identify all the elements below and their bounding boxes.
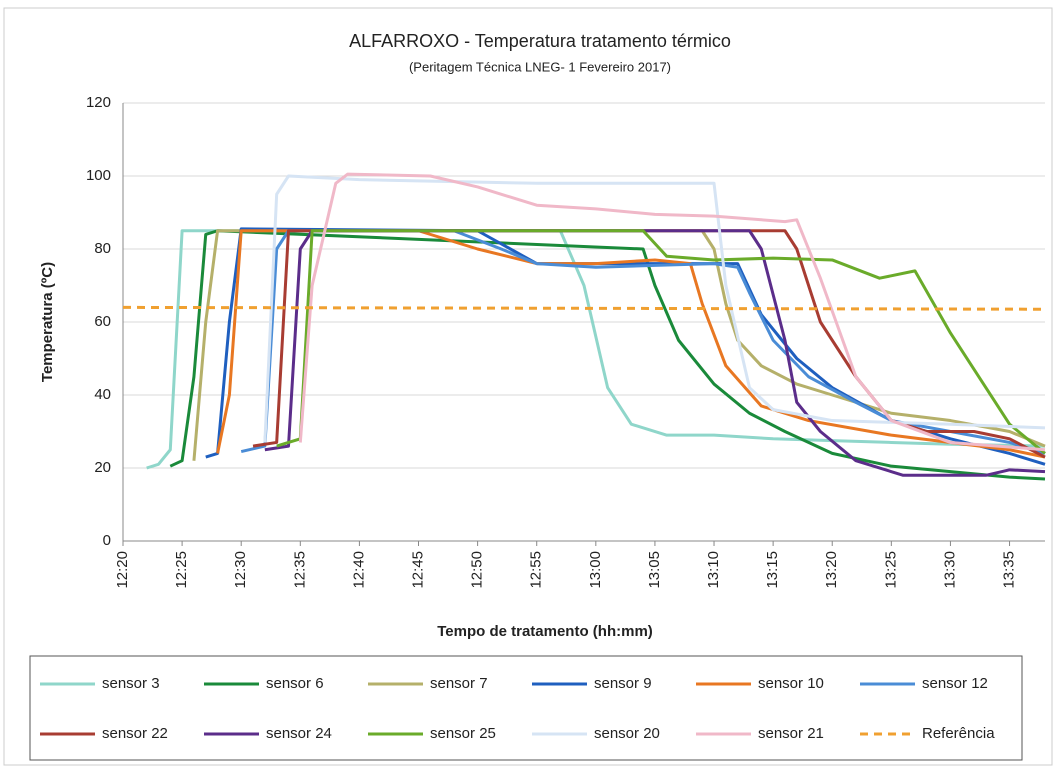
legend-label: sensor 6 <box>266 675 324 692</box>
x-tick-label: 13:25 <box>882 551 899 589</box>
x-tick-label: 13:00 <box>587 551 604 589</box>
x-tick-label: 13:15 <box>764 551 781 589</box>
legend-label: sensor 25 <box>430 725 496 742</box>
series-line <box>252 229 1046 459</box>
x-tick-label: 12:20 <box>114 551 131 589</box>
y-tick-label: 60 <box>94 313 111 330</box>
series-line <box>276 229 1046 455</box>
x-tick-label: 12:30 <box>232 551 249 589</box>
legend-label: sensor 22 <box>102 725 168 742</box>
x-tick-label: 13:05 <box>646 551 663 589</box>
x-tick-label: 13:20 <box>823 551 840 589</box>
series-line <box>264 229 1046 477</box>
x-tick-label: 13:30 <box>941 551 958 589</box>
legend-label: sensor 7 <box>430 675 488 692</box>
series-line <box>146 229 1046 470</box>
legend-label: sensor 12 <box>922 675 988 692</box>
series-line <box>169 229 1046 481</box>
y-tick-label: 120 <box>86 94 111 111</box>
legend-label: Referência <box>922 725 995 742</box>
x-tick-label: 13:35 <box>1001 551 1018 589</box>
y-axis-title: Temperatura (ºC) <box>39 262 56 382</box>
series-line <box>122 305 1046 311</box>
legend-label: sensor 9 <box>594 675 652 692</box>
legend-box <box>29 655 1023 761</box>
legend-label: sensor 3 <box>102 675 160 692</box>
legend-label: sensor 24 <box>266 725 332 742</box>
x-tick-label: 12:55 <box>528 551 545 589</box>
legend-label: sensor 21 <box>758 725 824 742</box>
y-tick-label: 40 <box>94 386 111 403</box>
chart-subtitle: (Peritagem Técnica LNEG- 1 Fevereiro 201… <box>409 59 671 74</box>
series-line <box>263 174 1046 443</box>
x-tick-label: 13:10 <box>705 551 722 589</box>
x-axis-title: Tempo de tratamento (hh:mm) <box>437 623 653 640</box>
x-tick-label: 12:40 <box>350 551 367 589</box>
chart-frame <box>3 7 1053 766</box>
series-line <box>298 172 1046 452</box>
y-tick-label: 100 <box>86 167 111 184</box>
x-tick-label: 12:25 <box>173 551 190 589</box>
series-line <box>205 227 1046 466</box>
legend-label: sensor 20 <box>594 725 660 742</box>
legend-label: sensor 10 <box>758 675 824 692</box>
y-tick-label: 0 <box>103 532 111 549</box>
x-tick-label: 12:45 <box>409 551 426 589</box>
y-tick-label: 20 <box>94 459 111 476</box>
chart-title: ALFARROXO - Temperatura tratamento térmi… <box>349 31 731 51</box>
x-tick-label: 12:35 <box>291 551 308 589</box>
x-tick-label: 12:50 <box>469 551 486 589</box>
y-tick-label: 80 <box>94 240 111 257</box>
